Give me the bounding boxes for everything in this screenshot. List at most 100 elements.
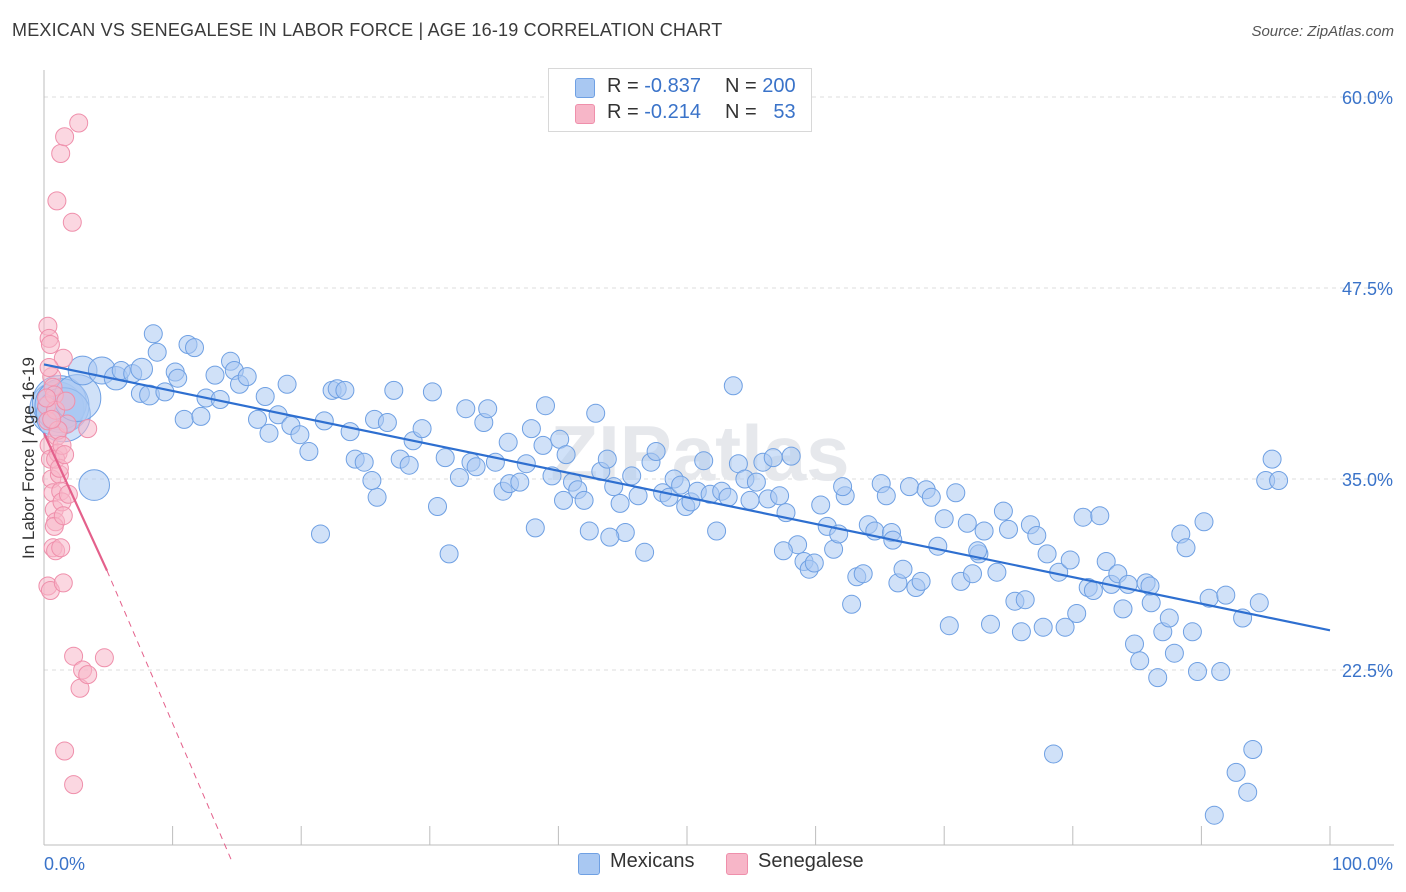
- data-point: [47, 191, 67, 211]
- data-point: [900, 477, 919, 497]
- data-point: [55, 127, 75, 147]
- trend-extension-senegalese: [106, 570, 233, 862]
- data-point: [928, 536, 948, 556]
- data-point: [574, 490, 594, 510]
- data-point: [876, 486, 896, 506]
- data-point: [833, 477, 853, 497]
- data-point: [1067, 604, 1087, 623]
- data-point: [694, 451, 714, 471]
- data-point: [1249, 593, 1269, 613]
- data-point: [78, 665, 98, 685]
- data-point: [377, 413, 397, 432]
- data-point: [525, 518, 545, 538]
- data-point: [62, 212, 82, 232]
- data-point: [533, 435, 553, 455]
- mexicans-legend-label: Mexicans: [610, 850, 695, 872]
- data-point: [987, 562, 1007, 582]
- data-point: [853, 564, 873, 584]
- data-point: [174, 409, 194, 429]
- data-point: [155, 382, 175, 402]
- data-point: [893, 559, 913, 579]
- data-point: [1130, 651, 1150, 671]
- data-point: [498, 432, 518, 452]
- data-point: [1176, 538, 1196, 558]
- data-point: [1044, 744, 1063, 764]
- data-point: [130, 357, 153, 381]
- data-point: [934, 509, 954, 529]
- senegalese-legend-swatch: [726, 853, 748, 875]
- data-point: [1269, 471, 1289, 490]
- x-tick-label: 0.0%: [44, 854, 85, 874]
- data-point: [478, 399, 498, 419]
- data-point: [957, 513, 977, 533]
- data-point: [384, 380, 404, 400]
- data-point: [1238, 782, 1258, 802]
- trend-lines: [42, 363, 1331, 862]
- data-point: [740, 490, 760, 510]
- trend-line-senegalese: [42, 432, 109, 572]
- data-point: [42, 409, 62, 429]
- data-point: [521, 419, 541, 439]
- data-point: [842, 594, 862, 614]
- y-tick-label: 22.5%: [1342, 661, 1393, 681]
- data-point: [168, 368, 188, 388]
- data-point: [1216, 585, 1236, 605]
- series-legend: Mexicans Senegalese: [0, 850, 1406, 880]
- y-tick-label: 35.0%: [1342, 470, 1393, 490]
- data-point: [804, 553, 824, 573]
- data-point: [367, 487, 387, 507]
- data-point: [55, 445, 75, 465]
- data-point: [1090, 506, 1110, 526]
- data-point: [981, 614, 1000, 634]
- data-point: [428, 497, 447, 516]
- data-point: [466, 457, 486, 477]
- data-point: [586, 403, 606, 423]
- data-point: [191, 406, 211, 426]
- data-point: [255, 387, 275, 406]
- data-point: [277, 374, 297, 394]
- data-point: [556, 445, 576, 465]
- mexicans-legend-swatch: [578, 853, 600, 875]
- data-point: [635, 542, 655, 562]
- data-point: [51, 144, 71, 163]
- data-point: [579, 521, 599, 541]
- data-point: [147, 342, 167, 362]
- data-point: [362, 471, 382, 490]
- x-tick-label: 100.0%: [1332, 854, 1393, 874]
- data-point: [1141, 593, 1161, 613]
- data-point: [1113, 599, 1133, 619]
- data-point: [439, 544, 459, 564]
- data-point: [1204, 805, 1224, 825]
- n-value: 53: [773, 101, 796, 123]
- data-point: [968, 541, 988, 561]
- data-point: [1211, 662, 1231, 681]
- data-point: [299, 442, 319, 461]
- axis-labels: 22.5% 35.0% 47.5% 60.0% 0.0% 100.0% In Labor F…: [19, 88, 1393, 874]
- data-point: [1194, 512, 1214, 532]
- data-point: [1140, 576, 1160, 596]
- data-point: [354, 452, 374, 472]
- data-point: [1262, 449, 1282, 469]
- data-point: [55, 741, 75, 761]
- data-point: [622, 466, 642, 486]
- r-label: R =: [607, 101, 639, 123]
- data-point: [723, 376, 743, 396]
- data-point: [412, 419, 432, 439]
- data-point: [399, 455, 419, 475]
- trend-line-mexicans: [43, 363, 1331, 632]
- r-value: -0.837: [644, 75, 701, 97]
- data-point: [610, 493, 630, 513]
- data-point: [1073, 507, 1093, 527]
- data-point: [456, 399, 476, 419]
- data-point: [1011, 622, 1031, 642]
- data-point: [597, 449, 617, 469]
- data-point: [939, 616, 959, 636]
- mexicans-swatch: [575, 78, 595, 98]
- data-point: [746, 472, 766, 492]
- data-point: [40, 335, 60, 354]
- data-point: [946, 483, 966, 503]
- data-point: [335, 380, 355, 400]
- data-point: [1159, 608, 1179, 628]
- senegalese-legend-label: Senegalese: [758, 850, 864, 872]
